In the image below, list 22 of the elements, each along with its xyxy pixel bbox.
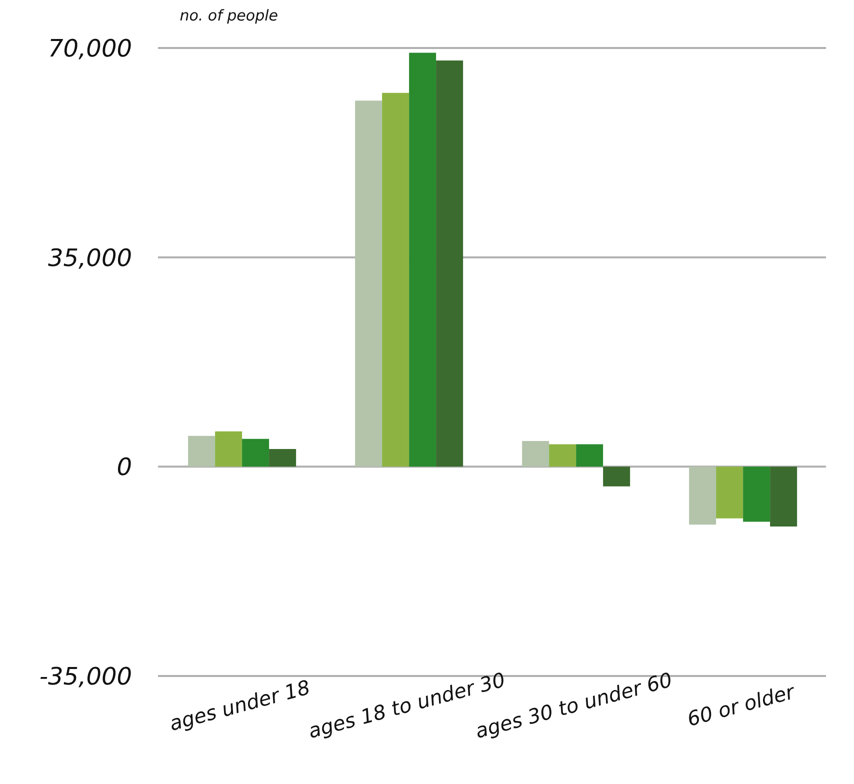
y-tick-label: 70,000 [48, 34, 132, 63]
bar [409, 52, 436, 467]
bar [689, 466, 716, 525]
y-tick-label: 35,000 [48, 244, 132, 272]
bar [522, 440, 550, 467]
bar [549, 444, 576, 467]
bar [269, 449, 296, 467]
bar [716, 466, 744, 518]
bar [436, 60, 464, 467]
bar [770, 466, 798, 526]
x-tick-label: 60 or older [684, 679, 798, 732]
bar [576, 444, 604, 467]
bar [242, 438, 270, 467]
bar [382, 92, 410, 467]
y-axis-title: no. of people [180, 6, 278, 25]
bar [215, 431, 242, 467]
y-tick-label: 0 [116, 453, 132, 482]
bar [603, 466, 630, 486]
bar [743, 466, 770, 522]
bar [355, 100, 382, 467]
bar [188, 436, 216, 467]
y-tick-label: -35,000 [39, 662, 132, 691]
